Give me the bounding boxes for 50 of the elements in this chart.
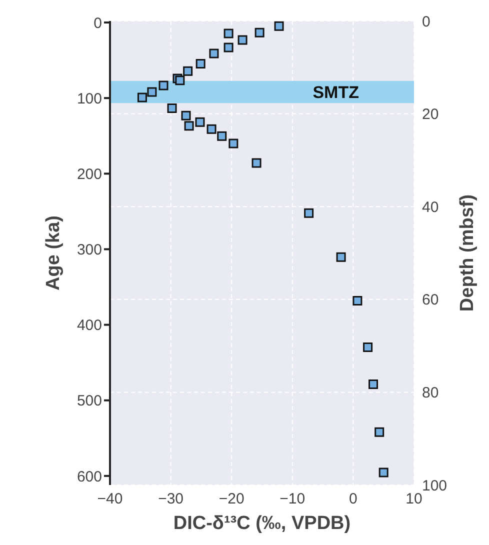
point (224, 42, 234, 52)
point (195, 117, 205, 127)
point (374, 427, 384, 437)
y-tick-label: 0 (94, 14, 102, 32)
point (217, 131, 227, 141)
y2-tick-label: 60 (422, 292, 439, 309)
point (181, 110, 191, 120)
point (336, 252, 346, 262)
point (175, 76, 185, 86)
point (363, 342, 373, 352)
point (137, 92, 147, 102)
y-tick-label: 100 (76, 90, 102, 108)
x-axis-title: DIC-δ¹³C (‰, VPDB) (173, 513, 351, 534)
point (183, 66, 193, 76)
y2-tick-label: 0 (422, 13, 430, 30)
point (158, 80, 168, 90)
point (228, 138, 238, 148)
point (167, 103, 177, 113)
x-tick-label: −40 (97, 490, 123, 508)
point (378, 468, 388, 478)
y-tick-label: 400 (76, 317, 102, 334)
band-label: SMTZ (312, 83, 359, 102)
y-tick-label: 500 (76, 392, 102, 410)
y-tick-label: 200 (76, 166, 102, 183)
y2-tick-label: 40 (422, 198, 439, 216)
y-tick-label: 600 (76, 468, 102, 486)
x-tick-label: −20 (218, 490, 244, 508)
x-tick-label: −30 (158, 490, 184, 508)
point (252, 158, 262, 168)
point (224, 28, 234, 38)
point (147, 87, 157, 97)
point (196, 58, 206, 68)
point (304, 208, 314, 218)
y2-tick-label: 20 (422, 106, 439, 124)
point (238, 35, 248, 45)
y2-axis-title: Depth (mbsf) (457, 194, 478, 312)
y2-tick-label: 100 (422, 477, 448, 494)
point (209, 48, 219, 58)
x-tick-label: 10 (406, 490, 422, 508)
point (368, 380, 378, 390)
y2-tick-label: 80 (422, 384, 439, 402)
point (254, 28, 264, 38)
y-axis-title: Age (ka) (43, 216, 64, 290)
x-tick-label: 0 (349, 490, 358, 508)
point (274, 21, 284, 31)
y-tick-label: 300 (76, 242, 102, 259)
point (184, 121, 194, 131)
x-tick-label: −10 (280, 490, 306, 508)
point (206, 124, 216, 134)
point (352, 296, 362, 306)
